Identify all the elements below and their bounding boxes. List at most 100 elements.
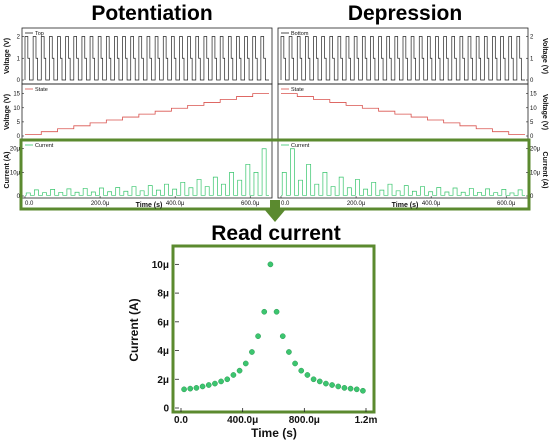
- read-current-point-8: [230, 372, 237, 378]
- right-ytick-1-1: 5: [530, 120, 534, 126]
- left-ytick-1-3: 15: [13, 92, 20, 98]
- right-ytick-2-1: 10μ: [530, 170, 541, 176]
- read-current-point-1: [187, 385, 194, 392]
- left-ytick-0-2: 2: [17, 35, 21, 41]
- depression-current-line: [281, 148, 525, 196]
- potentiation-state-line: [25, 93, 269, 135]
- legends: Top Bottom State State Current Current: [25, 31, 310, 149]
- left-ytick-2-2: 20μ: [10, 147, 21, 153]
- read-current-point-13: [261, 308, 268, 315]
- legend-state-left: State: [35, 87, 48, 93]
- title-potentiation: Potentiation: [91, 2, 212, 25]
- read-current-point-17: [286, 349, 292, 355]
- left-xtick-2: 400.0μ: [166, 201, 185, 207]
- read-current-point-20: [304, 372, 311, 378]
- potentiation-voltage-plot: [24, 36, 269, 81]
- xlabel-right: Time (s): [392, 202, 419, 209]
- right-xtick-2: 400.0μ: [422, 201, 441, 207]
- read-current-ticks: 0.0 400.0μ 800.0μ 1.2m 0 2μ 4μ 6μ 8μ 10μ: [152, 260, 378, 426]
- ylabel-right-current: Current (A): [541, 152, 548, 189]
- potentiation-current-line: [25, 148, 269, 196]
- legend-bottom: Bottom: [291, 31, 309, 37]
- left-xtick-3: 600.0μ: [241, 201, 260, 207]
- read-current-point-16: [279, 333, 286, 340]
- left-ytick-1-0: 0: [17, 134, 21, 140]
- read-current-xtick-3: 1.2m: [355, 415, 378, 426]
- left-xtick-0: 0.0: [25, 201, 34, 207]
- read-current-xtick-1: 400.0μ: [227, 415, 258, 426]
- read-current-point-19: [298, 367, 305, 374]
- right-state-frame: [277, 83, 529, 141]
- read-current-point-5: [212, 380, 218, 387]
- potentiation-state-plot: [25, 93, 269, 135]
- ylabel-right-voltage: Voltage (V): [541, 38, 548, 74]
- read-current-xtick-2: 800.0μ: [289, 415, 320, 426]
- read-current-point-25: [335, 383, 342, 390]
- depression-pulse-train: [280, 36, 525, 81]
- right-ytick-2-2: 20μ: [530, 147, 541, 153]
- depression-current-plot: [281, 148, 525, 196]
- down-arrow: [264, 200, 286, 222]
- depression-state-line: [281, 93, 525, 135]
- right-ytick-1-2: 10: [530, 106, 537, 112]
- potentiation-current-plot: [25, 148, 269, 196]
- read-current-ytick-5: 10μ: [152, 260, 169, 271]
- ylabel-left-voltage: Voltage (V): [4, 38, 11, 74]
- xlabel-left: Time (s): [136, 202, 163, 209]
- read-current-point-14: [267, 261, 274, 268]
- read-current-point-10: [242, 360, 249, 367]
- right-y-ticks: 0 1 2 0 5 10 15 0 10μ 20μ: [526, 35, 541, 200]
- read-current-point-29: [360, 387, 366, 394]
- current-highlight-box: [19, 138, 531, 211]
- ylabel-right-state: Voltage (V): [541, 94, 548, 130]
- read-current-ylabel: Current (A): [127, 298, 141, 361]
- right-xtick-3: 600.0μ: [497, 201, 516, 207]
- read-current-ytick-3: 6μ: [157, 317, 169, 328]
- read-current-point-28: [353, 386, 360, 393]
- read-current-xtick-0: 0.0: [174, 415, 188, 426]
- right-ytick-1-0: 0: [530, 134, 534, 140]
- down-arrow-head: [264, 209, 286, 222]
- read-current-point-7: [224, 376, 231, 383]
- left-ytick-2-1: 10μ: [10, 170, 21, 176]
- right-ytick-0-2: 2: [530, 35, 534, 41]
- left-current-frame: [21, 139, 273, 199]
- read-current-point-18: [292, 360, 298, 367]
- read-current-frame: [171, 244, 376, 414]
- read-current-point-22: [316, 378, 323, 385]
- right-xtick-1: 200.0μ: [347, 201, 366, 207]
- title-read-current: Read current: [211, 222, 341, 245]
- left-ytick-0-1: 1: [17, 56, 21, 62]
- read-current-point-4: [205, 382, 212, 388]
- read-current-ytick-0: 0: [163, 404, 169, 415]
- left-ytick-1-1: 5: [17, 120, 21, 126]
- legend-top: Top: [35, 31, 44, 37]
- ylabel-left-state: Voltage (V): [4, 94, 11, 130]
- potentiation-pulse-train: [24, 36, 269, 81]
- left-state-frame: [21, 83, 273, 141]
- left-y-ticks: 0 1 2 0 5 10 15 0 10μ 20μ: [10, 35, 24, 200]
- legend-current-right: Current: [291, 143, 310, 149]
- depression-state-plot: [281, 93, 525, 135]
- read-current-point-23: [323, 380, 329, 387]
- read-current-point-27: [347, 385, 354, 392]
- title-depression: Depression: [348, 2, 462, 25]
- legend-state-right: State: [291, 87, 304, 93]
- read-current-ytick-4: 8μ: [157, 289, 169, 300]
- right-ytick-0-0: 0: [530, 78, 534, 84]
- read-current-point-0: [181, 386, 187, 393]
- read-current-point-11: [249, 349, 255, 355]
- right-xtick-0: 0.0: [281, 201, 290, 207]
- left-ytick-0-0: 0: [17, 78, 21, 84]
- read-current-point-3: [199, 383, 206, 390]
- read-current-point-6: [218, 378, 224, 385]
- read-current-point-2: [193, 385, 200, 391]
- read-current-ytick-2: 4μ: [157, 346, 169, 357]
- left-ytick-1-2: 10: [13, 106, 20, 112]
- right-ytick-2-0: 0: [530, 194, 534, 200]
- left-xtick-1: 200.0μ: [91, 201, 110, 207]
- read-current-point-21: [310, 376, 317, 383]
- right-ytick-1-3: 15: [530, 92, 537, 98]
